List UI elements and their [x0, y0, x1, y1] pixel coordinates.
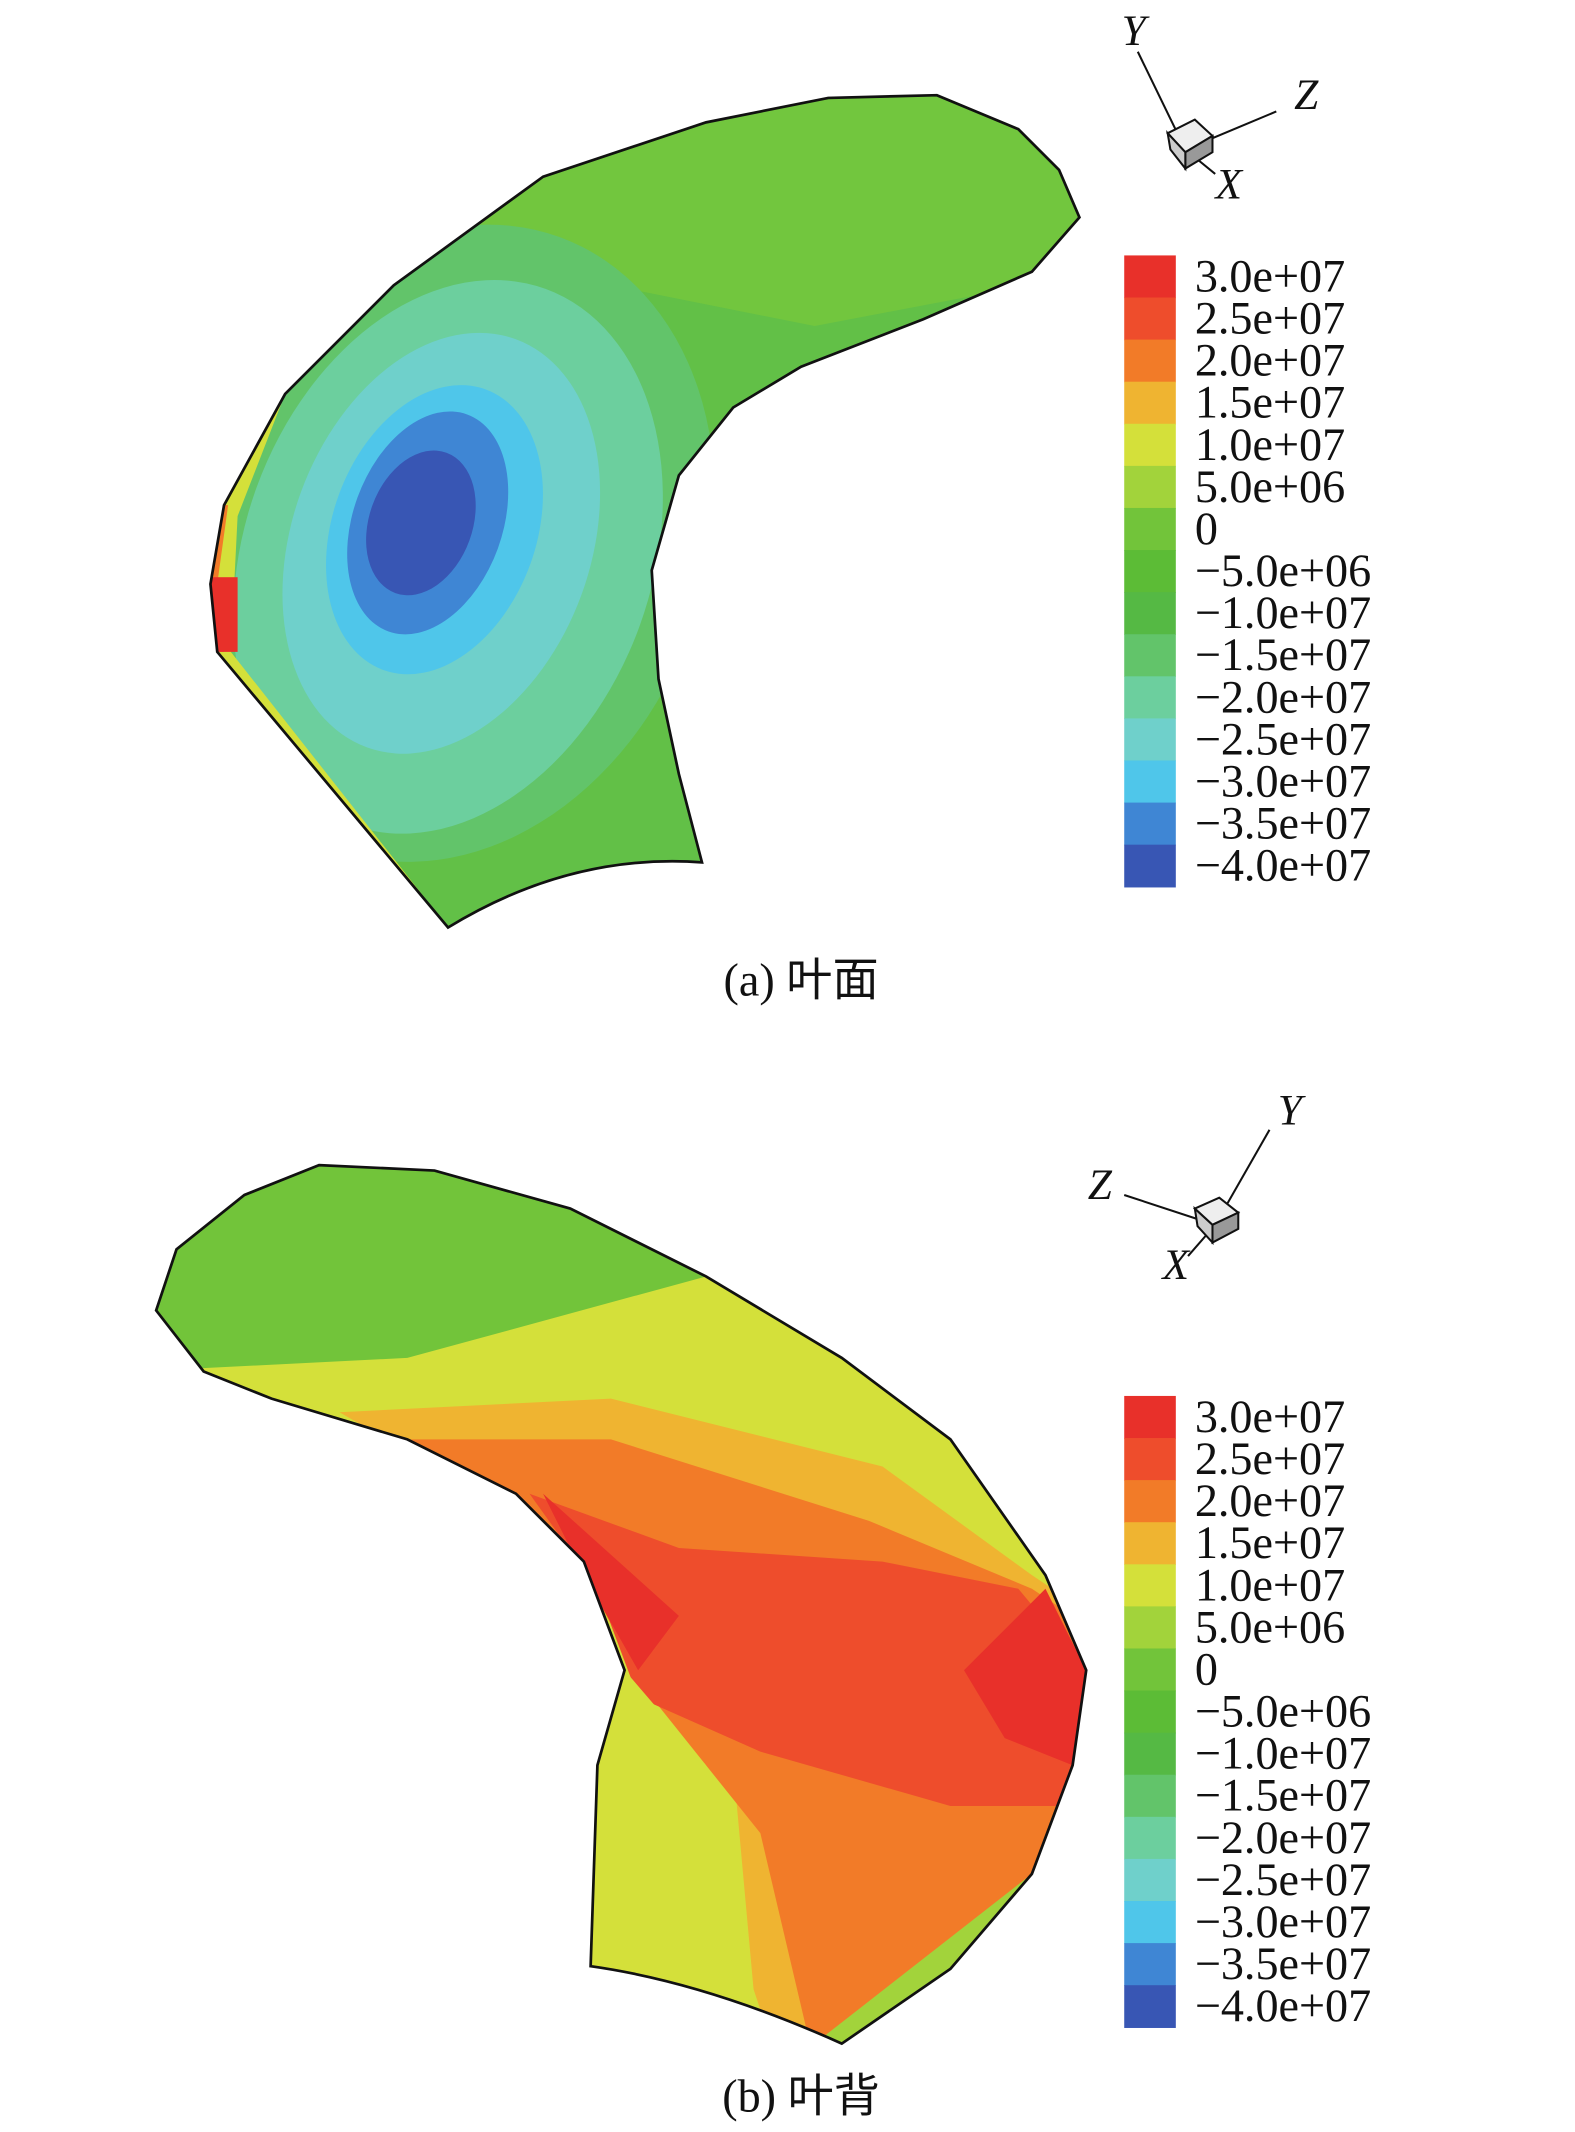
legend-swatch — [1124, 844, 1176, 888]
axis-label: Y — [1278, 1086, 1307, 1134]
blade-back — [156, 1165, 1087, 2044]
legend-swatch — [1124, 507, 1176, 551]
legend-swatch — [1124, 1774, 1176, 1818]
legend-swatch — [1124, 760, 1176, 804]
legend-label: −4.0e+07 — [1195, 1980, 1371, 2031]
legend-label: 3.0e+07 — [1195, 1391, 1345, 1442]
caption: (a) 叶面 — [724, 954, 879, 1005]
legend-swatch — [1124, 1732, 1176, 1776]
legend-label: 2.0e+07 — [1195, 1475, 1345, 1526]
legend-label: 0 — [1195, 503, 1218, 554]
legend-label: −5.0e+06 — [1195, 545, 1371, 596]
legend-swatch — [1124, 1606, 1176, 1650]
legend-swatch — [1124, 1522, 1176, 1565]
legend-label: 2.5e+07 — [1195, 1433, 1345, 1484]
blade-face — [210, 95, 1080, 928]
legend-label: 1.0e+07 — [1195, 1559, 1345, 1610]
legend-label: −1.0e+07 — [1195, 587, 1371, 638]
legend-label: −1.5e+07 — [1195, 1770, 1371, 1821]
axis-label: X — [1161, 1241, 1191, 1289]
blade-outline — [154, 1163, 1088, 2046]
legend-label: −3.5e+07 — [1195, 798, 1371, 849]
legend-swatch — [1124, 339, 1176, 383]
legend-label: 3.0e+07 — [1195, 250, 1345, 301]
legend-label: 1.0e+07 — [1195, 419, 1345, 470]
legend-label: 0 — [1195, 1643, 1218, 1694]
blade-outline — [209, 93, 1082, 930]
caption: (b) 叶背 — [722, 2070, 880, 2121]
legend-label: −2.5e+07 — [1195, 713, 1371, 764]
legend-swatch — [1124, 676, 1176, 720]
axis-label: X — [1213, 160, 1243, 208]
legend-label: 1.5e+07 — [1195, 377, 1345, 428]
legend-swatch — [1124, 550, 1176, 593]
legend-swatch — [1124, 802, 1176, 846]
legend-swatch — [1124, 1690, 1176, 1734]
legend-label: 5.0e+06 — [1195, 1601, 1345, 1652]
axis-label: Z — [1088, 1161, 1113, 1209]
legend-swatch — [1124, 381, 1176, 425]
legend-label: −5.0e+06 — [1195, 1686, 1371, 1737]
legend-swatch — [1124, 1858, 1176, 1902]
legend-label: −1.0e+07 — [1195, 1728, 1371, 1779]
legend-swatch — [1124, 423, 1176, 467]
legend-label: −2.0e+07 — [1195, 671, 1371, 722]
legend-swatch — [1124, 1438, 1176, 1481]
legend-swatch — [1124, 1985, 1176, 2028]
legend-swatch — [1124, 1395, 1176, 1439]
legend-label: 1.5e+07 — [1195, 1517, 1345, 1568]
axis-label: Z — [1294, 71, 1319, 119]
legend-swatch — [1124, 255, 1176, 299]
legend-swatch — [1124, 1943, 1176, 1986]
legend-swatch — [1124, 465, 1176, 509]
legend-label: −4.0e+07 — [1195, 840, 1371, 891]
legend-swatch — [1124, 297, 1176, 341]
legend-swatch — [1124, 1816, 1176, 1860]
legend-swatch — [1124, 1564, 1176, 1608]
legend-swatch — [1124, 634, 1176, 678]
legend-label: −3.5e+07 — [1195, 1938, 1371, 1989]
legend-swatch — [1124, 1901, 1176, 1944]
axis-triad — [1136, 51, 1277, 175]
legend-label: −2.5e+07 — [1195, 1854, 1371, 1905]
legend-swatch — [1124, 718, 1176, 762]
legend-label: 5.0e+06 — [1195, 461, 1345, 512]
legend-label: 2.5e+07 — [1195, 292, 1345, 343]
legend-swatch — [1124, 1480, 1176, 1523]
legend-label: −3.0e+07 — [1195, 755, 1371, 806]
legend-swatch — [1124, 1648, 1176, 1692]
axis-triad — [1123, 1129, 1271, 1257]
legend-label: −1.5e+07 — [1195, 629, 1371, 680]
legend-label: 2.0e+07 — [1195, 335, 1345, 386]
legend-label: −2.0e+07 — [1195, 1812, 1371, 1863]
legend-label: −3.0e+07 — [1195, 1896, 1371, 1947]
axis-label: Y — [1122, 7, 1151, 55]
legend-swatch — [1124, 592, 1176, 635]
